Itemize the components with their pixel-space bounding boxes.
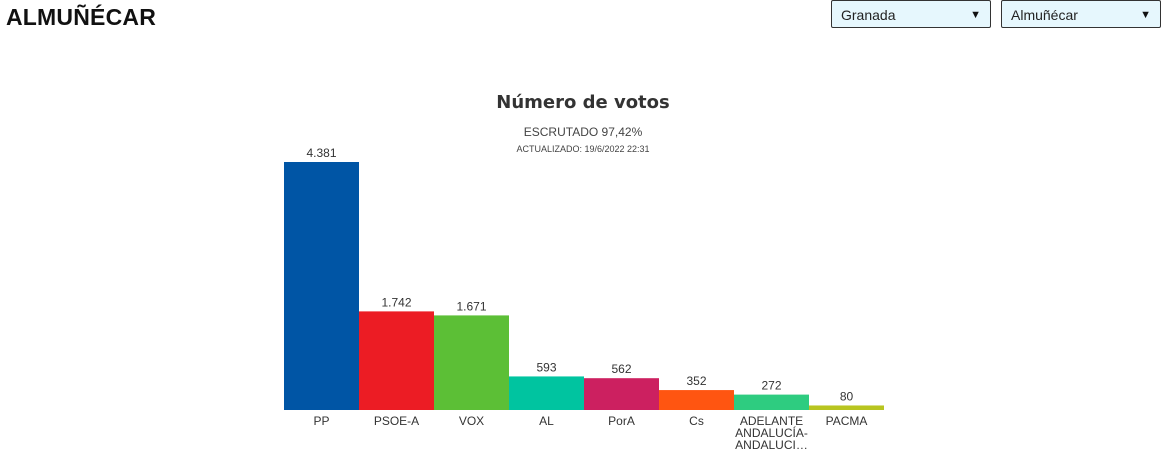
value-label: 4.381 xyxy=(306,146,336,160)
municipality-select[interactable]: Almuñécar ▼ xyxy=(1001,0,1161,28)
value-label: 593 xyxy=(536,360,556,374)
category-label: PP xyxy=(313,414,329,428)
category-label: PACMA xyxy=(826,414,868,428)
province-select[interactable]: Granada ▼ xyxy=(831,0,991,28)
chart-title: Número de votos xyxy=(496,92,670,113)
value-label: 1.742 xyxy=(381,295,411,309)
bar-pora[interactable] xyxy=(584,378,659,410)
bar-adelante-andaluc-a-andaluci-[interactable] xyxy=(734,394,809,410)
value-label: 562 xyxy=(611,362,631,376)
category-label: VOX xyxy=(459,414,484,428)
value-label: 1.671 xyxy=(456,299,486,313)
category-label: Cs xyxy=(689,414,704,428)
dropdown-caret-icon: ▼ xyxy=(1140,9,1151,21)
updated-timestamp: ACTUALIZADO: 19/6/2022 22:31 xyxy=(516,144,650,154)
category-label: PSOE-A xyxy=(374,414,419,428)
province-select-value: Granada xyxy=(841,7,896,23)
bar-psoe-a[interactable] xyxy=(359,311,434,410)
bar-al[interactable] xyxy=(509,376,584,410)
bar-pp[interactable] xyxy=(284,162,359,410)
municipality-select-value: Almuñécar xyxy=(1011,7,1078,23)
value-label: 272 xyxy=(761,379,781,393)
bar-cs[interactable] xyxy=(659,390,734,410)
category-label: ADELANTE ANDALUCÍA-ANDALUCI… xyxy=(735,414,808,452)
scrutiny-status: ESCRUTADO 97,42% xyxy=(523,125,643,139)
page-title: ALMUÑÉCAR xyxy=(6,4,157,30)
dropdown-caret-icon: ▼ xyxy=(970,9,981,21)
category-label: AL xyxy=(539,414,554,428)
bar-pacma[interactable] xyxy=(809,405,884,410)
value-label: 352 xyxy=(686,374,706,388)
bar-vox[interactable] xyxy=(434,315,509,410)
value-label: 80 xyxy=(840,389,854,403)
category-label: PorA xyxy=(608,414,635,428)
